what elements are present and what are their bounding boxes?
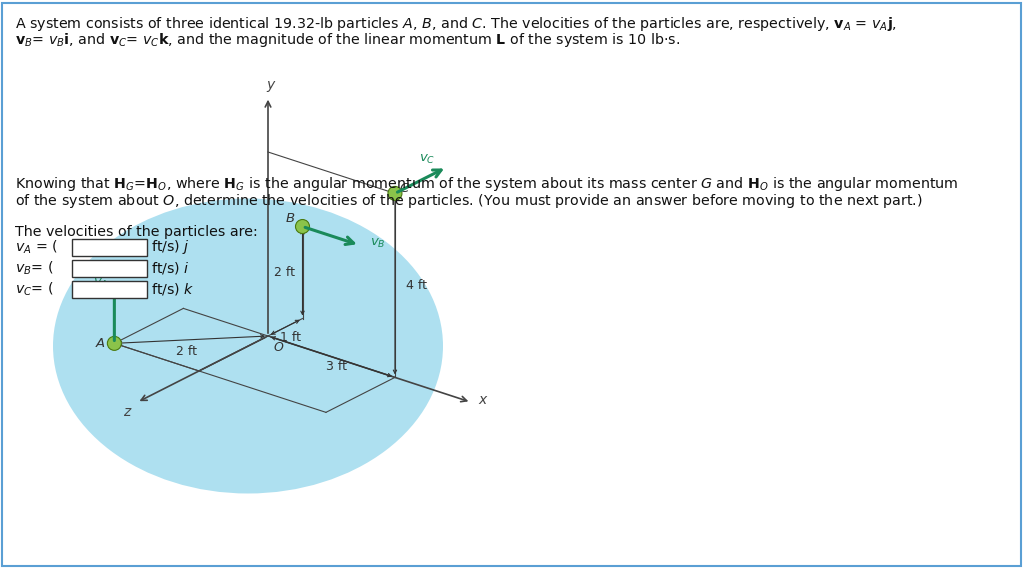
Text: of the system about $O$, determine the velocities of the particles. (You must pr: of the system about $O$, determine the v… (15, 192, 923, 210)
Circle shape (388, 186, 402, 201)
Bar (72, 260, 147, 277)
Text: C: C (399, 182, 409, 195)
Text: $v_C$: $v_C$ (419, 153, 435, 166)
Circle shape (296, 219, 309, 233)
Text: $v_B$= (: $v_B$= ( (15, 260, 53, 277)
Text: $v_A$ = (: $v_A$ = ( (15, 239, 58, 256)
Text: 4 ft: 4 ft (407, 279, 427, 292)
Text: $\mathbf{v}_B$= $v_B$$\mathbf{i}$, and $\mathbf{v}_C$= $v_C$$\mathbf{k}$, and th: $\mathbf{v}_B$= $v_B$$\mathbf{i}$, and $… (15, 31, 680, 49)
Ellipse shape (53, 198, 443, 494)
Text: ft/s) $j$: ft/s) $j$ (151, 238, 189, 256)
Text: The velocities of the particles are:: The velocities of the particles are: (15, 225, 258, 239)
Text: 2 ft: 2 ft (274, 266, 295, 279)
Text: A: A (96, 337, 104, 350)
Text: 1 ft: 1 ft (280, 331, 301, 344)
Text: 3 ft: 3 ft (326, 360, 347, 373)
Bar (72, 281, 147, 298)
Text: y: y (266, 78, 274, 92)
Text: ft/s) $i$: ft/s) $i$ (151, 260, 189, 276)
Bar (72, 239, 147, 256)
Text: x: x (478, 393, 486, 407)
Text: z: z (123, 406, 130, 419)
Text: ft/s) $k$: ft/s) $k$ (151, 281, 195, 297)
Text: $v_C$= (: $v_C$= ( (15, 280, 53, 298)
Text: O: O (274, 341, 284, 354)
Text: B: B (286, 212, 295, 225)
Text: 2 ft: 2 ft (176, 345, 197, 358)
Text: Knowing that $\mathbf{H}_G$=$\mathbf{H}_O$, where $\mathbf{H}_G$ is the angular : Knowing that $\mathbf{H}_G$=$\mathbf{H}_… (15, 175, 958, 193)
Text: $v_B$: $v_B$ (370, 236, 385, 250)
Text: A system consists of three identical 19.32-lb particles $A$, $B$, and $C$. The v: A system consists of three identical 19.… (15, 15, 897, 33)
Circle shape (108, 336, 122, 350)
Text: $v_A$: $v_A$ (92, 277, 109, 290)
